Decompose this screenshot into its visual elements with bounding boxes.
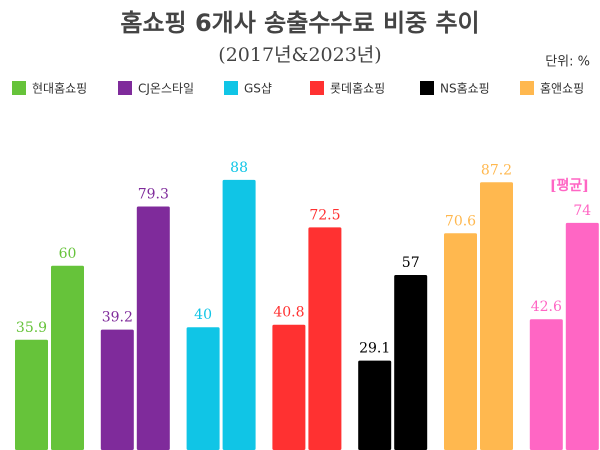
unit-label: 단위: % [545,55,590,70]
legend-label: 롯데홈쇼핑 [330,82,385,96]
bar [358,360,392,450]
value-label: 35.9 [16,320,47,336]
bar [480,182,513,450]
value-label: 70.6 [445,213,476,229]
bar [565,222,599,450]
legend-swatch [310,81,324,95]
value-label: 39.2 [102,310,133,326]
value-label: 40 [194,307,212,323]
value-label: 42.6 [531,299,562,315]
value-label: 79.3 [138,187,169,203]
bar [100,329,134,450]
legend-swatch [118,81,132,95]
legend-label: CJ온스타일 [138,82,194,96]
bar [186,327,220,450]
bar [529,319,563,450]
legend-label: NS홈쇼핑 [440,82,490,96]
bar [308,227,342,450]
legend-swatch [420,81,434,95]
legend-swatch [520,81,534,95]
value-label: 57 [402,255,420,271]
value-label: 72.5 [309,207,340,223]
bar [15,339,48,450]
bar [444,233,477,450]
value-label: 87.2 [481,162,512,178]
bar [394,275,428,450]
bar [51,265,84,450]
value-label: 40.8 [273,305,304,321]
chart-title: 홈쇼핑 6개사 송출수수료 비중 추이 [120,9,479,37]
value-label: 74 [573,203,591,219]
value-label: 88 [230,160,248,176]
legend-label: GS샵 [244,82,272,96]
legend-label: 현대홈쇼핑 [32,82,87,96]
legend-label: 홈앤쇼핑 [540,82,584,96]
bar [222,179,256,450]
bar [136,206,170,450]
average-label: [평균] [550,177,589,194]
value-label: 60 [59,246,77,262]
legend-swatch [224,81,238,95]
value-label: 29.1 [359,341,390,357]
legend-swatch [12,81,26,95]
chart-subtitle: (2017년&2023년) [218,44,381,66]
bar [272,324,306,450]
